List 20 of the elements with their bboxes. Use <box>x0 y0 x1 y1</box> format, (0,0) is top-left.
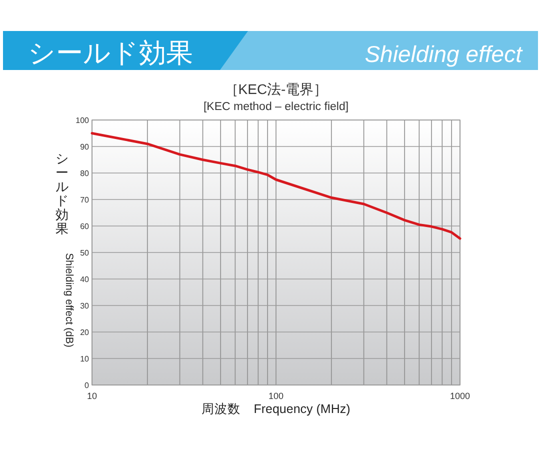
chart-subtitle: [KEC method – electric field] <box>203 101 349 113</box>
y-tick-label: 90 <box>80 142 90 152</box>
y-tick-label: 20 <box>80 328 90 337</box>
y-tick-label: 0 <box>84 381 90 390</box>
chart-title: ［KEC法-電界］ <box>224 81 328 97</box>
x-axis-title: 周波数 Frequency (MHz) <box>202 402 350 416</box>
y-tick-label: 10 <box>80 354 90 364</box>
y-tick-label: 70 <box>80 196 90 204</box>
y-tick-label: 50 <box>80 248 90 258</box>
y-tick-label: 60 <box>80 222 90 231</box>
text: Shielding effect <box>364 41 524 67</box>
text: シールド効果 <box>28 38 193 68</box>
y-tick-label: 100 <box>76 116 90 125</box>
x-tick-label: 10 <box>86 391 98 401</box>
text: シールド効果 Shielding effect (dB) <box>56 151 75 348</box>
x-tick-label: 1000 <box>450 391 470 401</box>
y-tick-label: 40 <box>80 275 90 284</box>
y-tick-label: 80 <box>80 169 90 178</box>
x-tick-label: 100 <box>268 391 284 401</box>
y-tick-label: 30 <box>80 302 90 310</box>
